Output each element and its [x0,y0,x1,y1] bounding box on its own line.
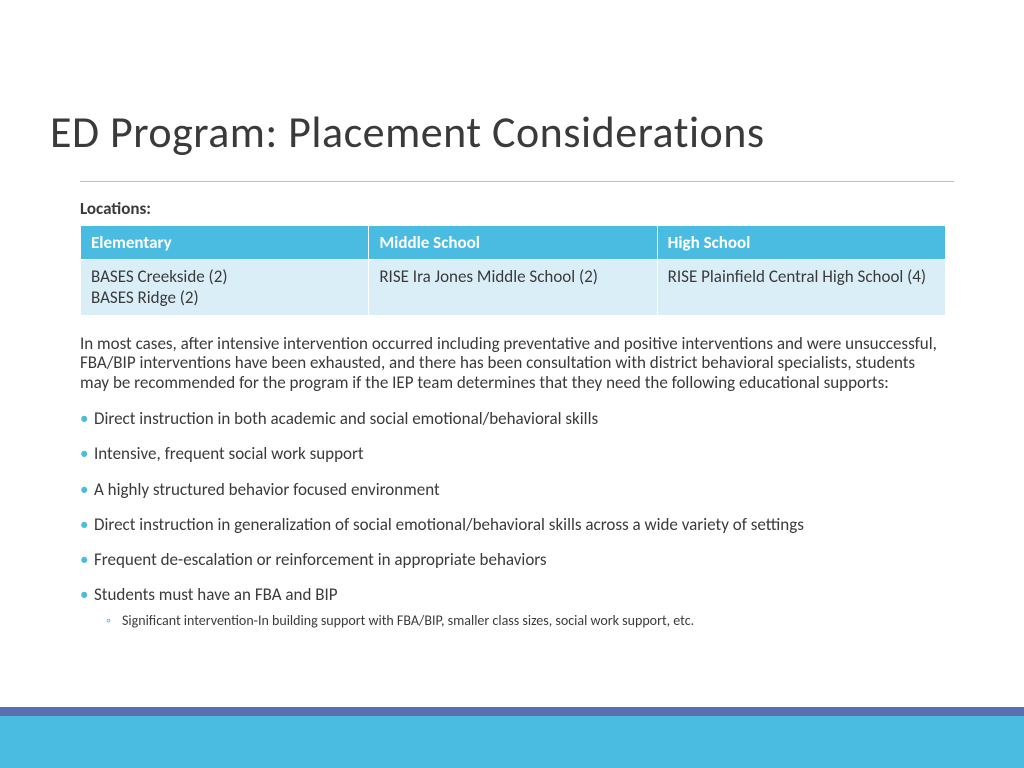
table-header-high: High School [657,226,945,260]
table-cell-elementary: BASES Creekside (2)BASES Ridge (2) [81,260,369,316]
list-item: Students must have an FBA and BIP Signif… [80,584,946,629]
bullet-text: Students must have an FBA and BIP [94,584,338,605]
list-item: Frequent de-escalation or reinforcement … [80,549,946,570]
bullet-text: Direct instruction in generalization of … [94,514,804,535]
slide: ED Program: Placement Considerations Loc… [0,0,1024,768]
sub-list-item: Significant intervention-In building sup… [94,612,946,630]
sub-bullet-list: Significant intervention-In building sup… [94,612,946,630]
slide-content: Locations: Elementary Middle School High… [0,192,1024,630]
bullet-text: Intensive, frequent social work support [94,443,364,464]
title-divider [80,181,954,182]
locations-table: Elementary Middle School High School BAS… [80,225,946,316]
list-item: Direct instruction in both academic and … [80,408,946,429]
bullet-list: Direct instruction in both academic and … [80,408,946,630]
slide-title: ED Program: Placement Considerations [0,0,1024,169]
locations-label: Locations: [80,198,946,219]
table-row: BASES Creekside (2)BASES Ridge (2) RISE … [81,260,946,316]
bullet-text: Frequent de-escalation or reinforcement … [94,549,547,570]
table-header-elementary: Elementary [81,226,369,260]
footer-bar-purple [0,707,1024,716]
table-cell-middle: RISE Ira Jones Middle School (2) [369,260,657,316]
list-item: Direct instruction in generalization of … [80,514,946,535]
bullet-text: A highly structured behavior focused env… [94,479,440,500]
list-item: Intensive, frequent social work support [80,443,946,464]
footer-bars [0,707,1024,768]
table-header-middle: Middle School [369,226,657,260]
intro-paragraph: In most cases, after intensive intervent… [80,334,946,393]
table-cell-high: RISE Plainfield Central High School (4) [657,260,945,316]
footer-bar-cyan [0,716,1024,768]
bullet-text: Direct instruction in both academic and … [94,408,598,429]
table-header-row: Elementary Middle School High School [81,226,946,260]
list-item: A highly structured behavior focused env… [80,479,946,500]
